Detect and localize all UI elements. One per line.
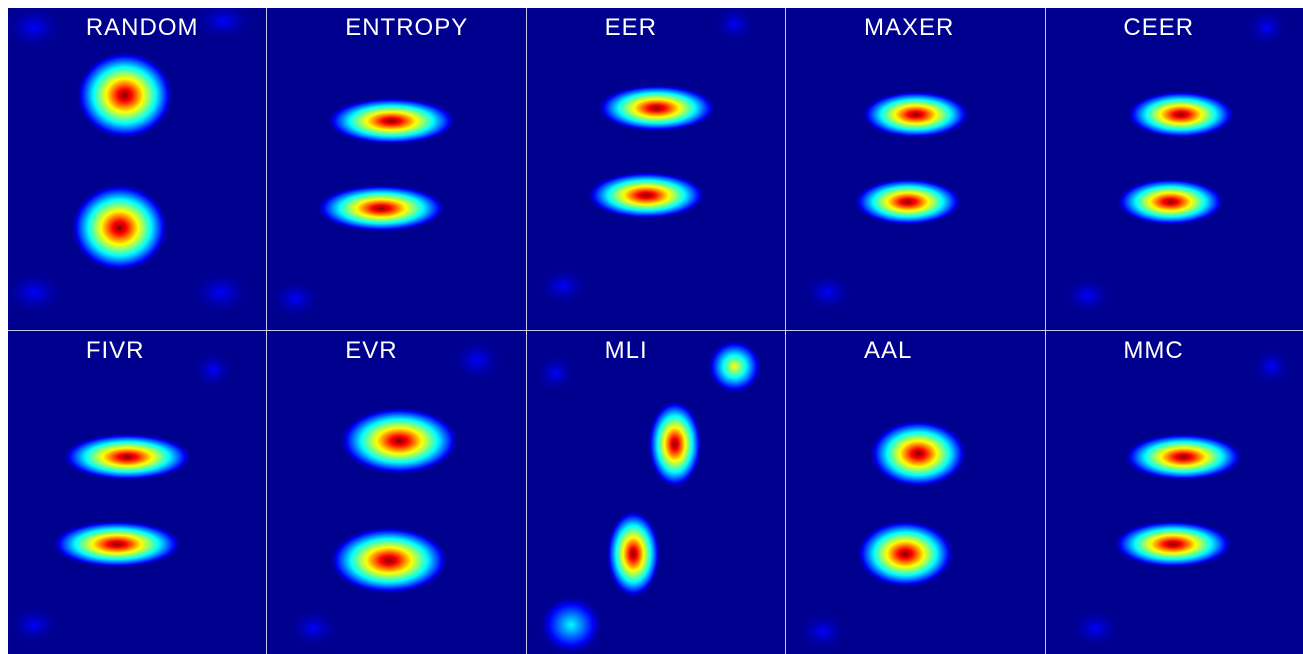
heatmap-canvas	[8, 8, 258, 318]
heatmap-canvas	[1058, 8, 1289, 317]
heatmap-hotspot	[73, 49, 177, 142]
heatmap-hotspot	[58, 432, 196, 482]
heatmap-hotspot	[705, 338, 763, 395]
panel-divider-vertical	[1044, 8, 1046, 654]
heatmap-panel-entropy: ENTROPY	[267, 8, 527, 331]
heatmap-hotspot	[186, 267, 255, 318]
heatmap-hotspot	[536, 592, 606, 654]
heatmap-hotspot	[1066, 606, 1124, 650]
heatmap-hotspot	[646, 397, 704, 491]
heatmap-panel-mli: MLI	[526, 331, 787, 654]
heatmap-panel-maxer: MAXER	[786, 8, 1046, 331]
heatmap-canvas	[534, 8, 758, 308]
panel-divider-vertical	[525, 8, 527, 654]
heatmap-hotspot	[711, 8, 758, 46]
heatmap-panel-aal: AAL	[786, 331, 1046, 654]
heatmap-panel-mmc: MMC	[1045, 331, 1303, 654]
heatmap-hotspot	[285, 606, 343, 650]
heatmap-canvas	[799, 89, 1036, 314]
heatmap-hotspot	[1109, 519, 1236, 570]
heatmap-hotspot	[323, 96, 461, 146]
heatmap-hotspot	[190, 348, 236, 392]
heatmap-panel-ceer: CEER	[1045, 8, 1303, 331]
heatmap-canvas	[1066, 345, 1295, 650]
heatmap-hotspot	[867, 418, 970, 490]
heatmap-canvas	[267, 8, 517, 321]
panel-divider-horizontal	[8, 330, 1303, 331]
heatmap-hotspot	[68, 181, 171, 274]
heatmap-panel-eer: EER	[526, 8, 787, 331]
heatmap-hotspot	[799, 270, 857, 314]
heatmap-hotspot	[448, 335, 507, 385]
heatmap-hotspot	[1058, 274, 1116, 317]
heatmap-hotspot	[793, 610, 852, 653]
heatmap-hotspot	[313, 183, 451, 234]
heatmap-hotspot	[459, 8, 517, 49]
heatmap-hotspot	[534, 264, 592, 308]
heatmap-hotspot	[8, 267, 69, 318]
heatmap-hotspot	[593, 83, 720, 134]
heatmap-hotspot	[267, 277, 325, 321]
heatmap-hotspot	[604, 507, 662, 601]
heatmap-panel-random: RANDOM	[8, 8, 268, 331]
heatmap-canvas	[8, 348, 236, 647]
heatmap-hotspot	[532, 351, 579, 395]
panel-divider-vertical	[266, 8, 268, 654]
heatmap-hotspot	[986, 341, 1033, 385]
heatmap-canvas	[285, 335, 507, 650]
heatmap-hotspot	[1113, 176, 1228, 227]
heatmap-hotspot	[851, 176, 966, 227]
heatmap-hotspot	[8, 603, 63, 647]
heatmap-hotspot	[1120, 432, 1246, 482]
heatmap-hotspot	[326, 524, 453, 596]
heatmap-hotspot	[189, 8, 258, 43]
heatmap-hotspot	[1243, 8, 1289, 49]
heatmap-hotspot	[854, 518, 957, 590]
heatmap-hotspot	[1248, 345, 1295, 388]
heatmap-panel-evr: EVR	[267, 331, 527, 654]
heatmap-canvas	[532, 338, 763, 654]
heatmap-hotspot	[1123, 89, 1238, 140]
heatmap-hotspot	[8, 8, 69, 53]
heatmap-panel-fivr: FIVR	[8, 331, 268, 654]
panel-divider-vertical	[785, 8, 787, 654]
heatmap-hotspot	[858, 89, 973, 140]
heatmap-grid: RANDOM ENTROPY EER MAXER CEER FIVR EVR MLI AAL MM…	[8, 8, 1303, 654]
heatmap-hotspot	[48, 519, 186, 570]
heatmap-hotspot	[336, 405, 463, 477]
heatmap-canvas	[793, 341, 1033, 653]
heatmap-hotspot	[583, 170, 709, 221]
heatmap-hotspot	[978, 270, 1036, 314]
